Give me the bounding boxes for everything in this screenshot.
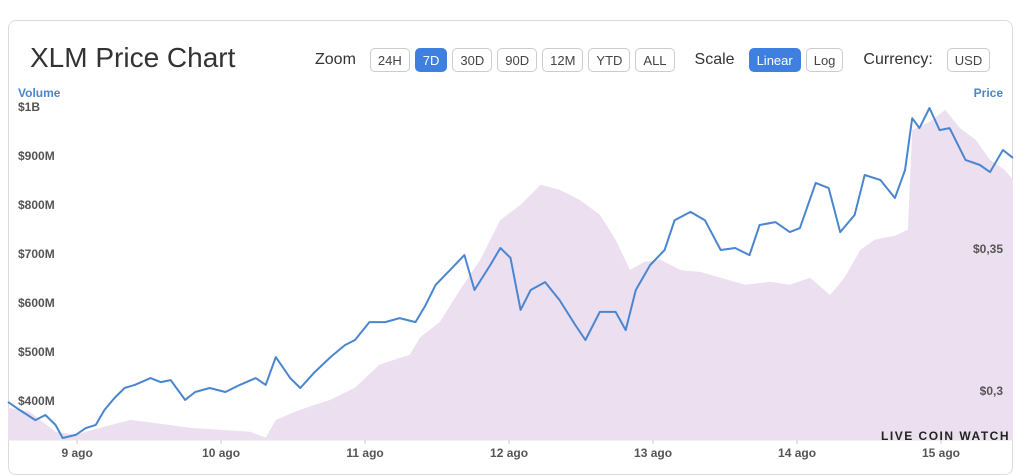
currency-label: Currency: <box>863 51 933 68</box>
scale-button[interactable]: Log <box>805 48 844 72</box>
zoom-options: 24H 7D 30D 90D 12M YTD ALL <box>369 48 675 72</box>
x-tick-label: 15 ago <box>922 446 960 460</box>
zoom-button[interactable]: YTD <box>588 48 631 72</box>
controls: Zoom 24H 7D 30D 90D 12M YTD ALL Scale Linear Log Cu… <box>315 47 1010 73</box>
zoom-button[interactable]: 24H <box>369 48 410 72</box>
y-tick-label: $700M <box>18 247 55 261</box>
y2-tick-label: $0,35 <box>973 242 1003 256</box>
volume-area <box>8 109 1013 441</box>
x-tick-label: 14 ago <box>778 446 816 460</box>
x-tick-label: 13 ago <box>634 446 672 460</box>
zoom-button[interactable]: 12M <box>542 48 584 72</box>
y-tick-label: $400M <box>18 394 55 408</box>
zoom-label: Zoom <box>315 51 356 68</box>
scale-label: Scale <box>694 51 735 68</box>
x-tick-label: 10 ago <box>202 446 240 460</box>
price-axis-title: Price <box>974 86 1004 100</box>
zoom-button[interactable]: 90D <box>497 48 538 72</box>
x-tick-label: 12 ago <box>490 446 528 460</box>
scale-options: Linear Log <box>748 48 844 72</box>
zoom-button[interactable]: ALL <box>635 48 675 72</box>
y-tick-label: $800M <box>18 198 55 212</box>
y-tick-label: $900M <box>18 149 55 163</box>
zoom-button[interactable]: 30D <box>452 48 493 72</box>
x-tick-label: 9 ago <box>61 446 92 460</box>
watermark: LIVE COIN WATCH <box>881 429 1010 443</box>
volume-axis-title: Volume <box>18 86 61 100</box>
page-title: XLM Price Chart <box>30 42 236 73</box>
y-tick-label: $600M <box>18 296 55 310</box>
y-tick-label: $500M <box>18 345 55 359</box>
x-tick-label: 11 ago <box>346 446 383 460</box>
price-line <box>7 107 1014 439</box>
scale-button[interactable]: Linear <box>748 48 801 72</box>
currency-options: USD <box>946 48 991 72</box>
y2-tick-label: $0,3 <box>980 384 1004 398</box>
y-tick-label: $1B <box>18 100 40 114</box>
zoom-button[interactable]: 7D <box>414 48 448 72</box>
currency-button[interactable]: USD <box>946 48 991 72</box>
